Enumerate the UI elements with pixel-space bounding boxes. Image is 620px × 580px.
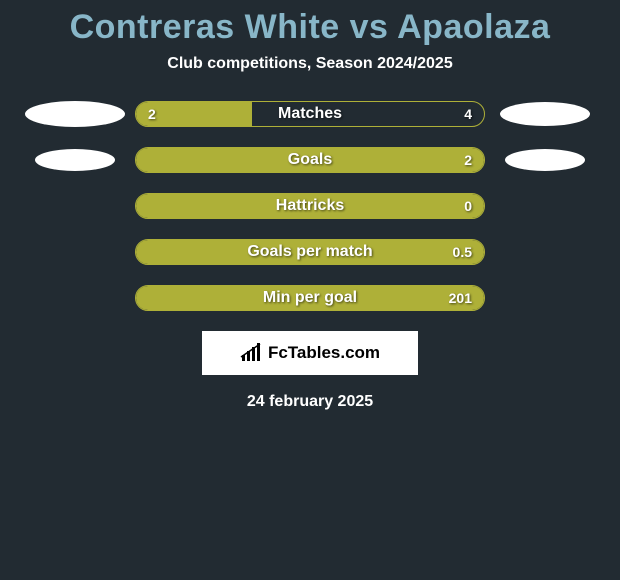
player2-marker bbox=[505, 149, 585, 171]
player1-marker bbox=[25, 101, 125, 127]
stat-bar: 2 Matches 4 bbox=[135, 101, 485, 127]
stat-row: Min per goal 201 bbox=[0, 285, 620, 311]
stat-bar: Hattricks 0 bbox=[135, 193, 485, 219]
stat-row: Goals per match 0.5 bbox=[0, 239, 620, 265]
stat-label: Matches bbox=[278, 105, 342, 123]
stat-bar: Goals per match 0.5 bbox=[135, 239, 485, 265]
stat-row: Hattricks 0 bbox=[0, 193, 620, 219]
logo-text: FcTables.com bbox=[268, 343, 380, 363]
stat-value-right: 2 bbox=[464, 152, 472, 168]
stat-value-left: 2 bbox=[148, 106, 156, 122]
stat-bar: Goals 2 bbox=[135, 147, 485, 173]
logo-inner: FcTables.com bbox=[240, 343, 380, 363]
stat-label: Goals per match bbox=[247, 243, 372, 261]
bar-chart-icon bbox=[240, 343, 264, 363]
date-label: 24 february 2025 bbox=[0, 393, 620, 411]
player1-marker bbox=[35, 149, 115, 171]
stat-value-right: 4 bbox=[464, 106, 472, 122]
stat-value-right: 0 bbox=[464, 198, 472, 214]
stat-label: Min per goal bbox=[263, 289, 357, 307]
player2-side bbox=[485, 149, 605, 171]
stat-row: Goals 2 bbox=[0, 147, 620, 173]
page-title: Contreras White vs Apaolaza bbox=[0, 8, 620, 47]
player2-side bbox=[485, 102, 605, 126]
subtitle: Club competitions, Season 2024/2025 bbox=[0, 55, 620, 73]
player1-side bbox=[15, 101, 135, 127]
stat-value-right: 0.5 bbox=[453, 244, 472, 260]
stat-bar: Min per goal 201 bbox=[135, 285, 485, 311]
stat-label: Hattricks bbox=[276, 197, 344, 215]
stat-row: 2 Matches 4 bbox=[0, 101, 620, 127]
comparison-widget: Contreras White vs Apaolaza Club competi… bbox=[0, 0, 620, 411]
logo-box[interactable]: FcTables.com bbox=[202, 331, 418, 375]
player1-side bbox=[15, 149, 135, 171]
player2-marker bbox=[500, 102, 590, 126]
stat-label: Goals bbox=[288, 151, 332, 169]
stat-rows: 2 Matches 4 Goals 2 Hattricks 0 Goals per match… bbox=[0, 101, 620, 311]
stat-value-right: 201 bbox=[449, 290, 472, 306]
